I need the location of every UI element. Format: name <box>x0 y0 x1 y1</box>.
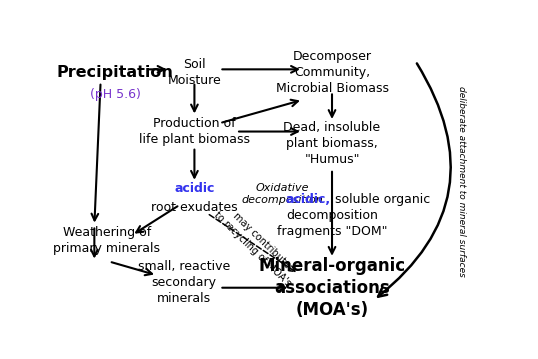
Text: may contribute
to recycling of MOA's: may contribute to recycling of MOA's <box>212 201 302 289</box>
Text: soluble organic: soluble organic <box>331 193 430 206</box>
Text: fragments "DOM": fragments "DOM" <box>277 225 387 238</box>
Text: small, reactive
secondary
minerals: small, reactive secondary minerals <box>138 260 230 305</box>
Text: Mineral-organic
associations
(MOA's): Mineral-organic associations (MOA's) <box>258 257 406 319</box>
Text: Dead, insoluble
plant biomass,
"Humus": Dead, insoluble plant biomass, "Humus" <box>284 121 380 167</box>
Text: Decomposer
Community,
Microbial Biomass: Decomposer Community, Microbial Biomass <box>275 50 388 95</box>
Text: root exudates: root exudates <box>151 201 238 214</box>
Text: deliberate attachment to mineral surfaces: deliberate attachment to mineral surface… <box>457 86 466 277</box>
Text: acidic: acidic <box>174 182 215 195</box>
Text: Oxidative
decomposition: Oxidative decomposition <box>241 182 323 205</box>
FancyArrowPatch shape <box>378 64 451 297</box>
Text: Soil
Moisture: Soil Moisture <box>167 57 221 87</box>
Text: (pH 5.6): (pH 5.6) <box>90 88 140 101</box>
Text: Precipitation: Precipitation <box>57 65 174 80</box>
Text: Weathering of
primary minerals: Weathering of primary minerals <box>53 226 160 255</box>
Text: Production of
life plant biomass: Production of life plant biomass <box>139 117 250 146</box>
Text: acidic,: acidic, <box>286 193 331 206</box>
Text: decomposition: decomposition <box>286 209 378 222</box>
